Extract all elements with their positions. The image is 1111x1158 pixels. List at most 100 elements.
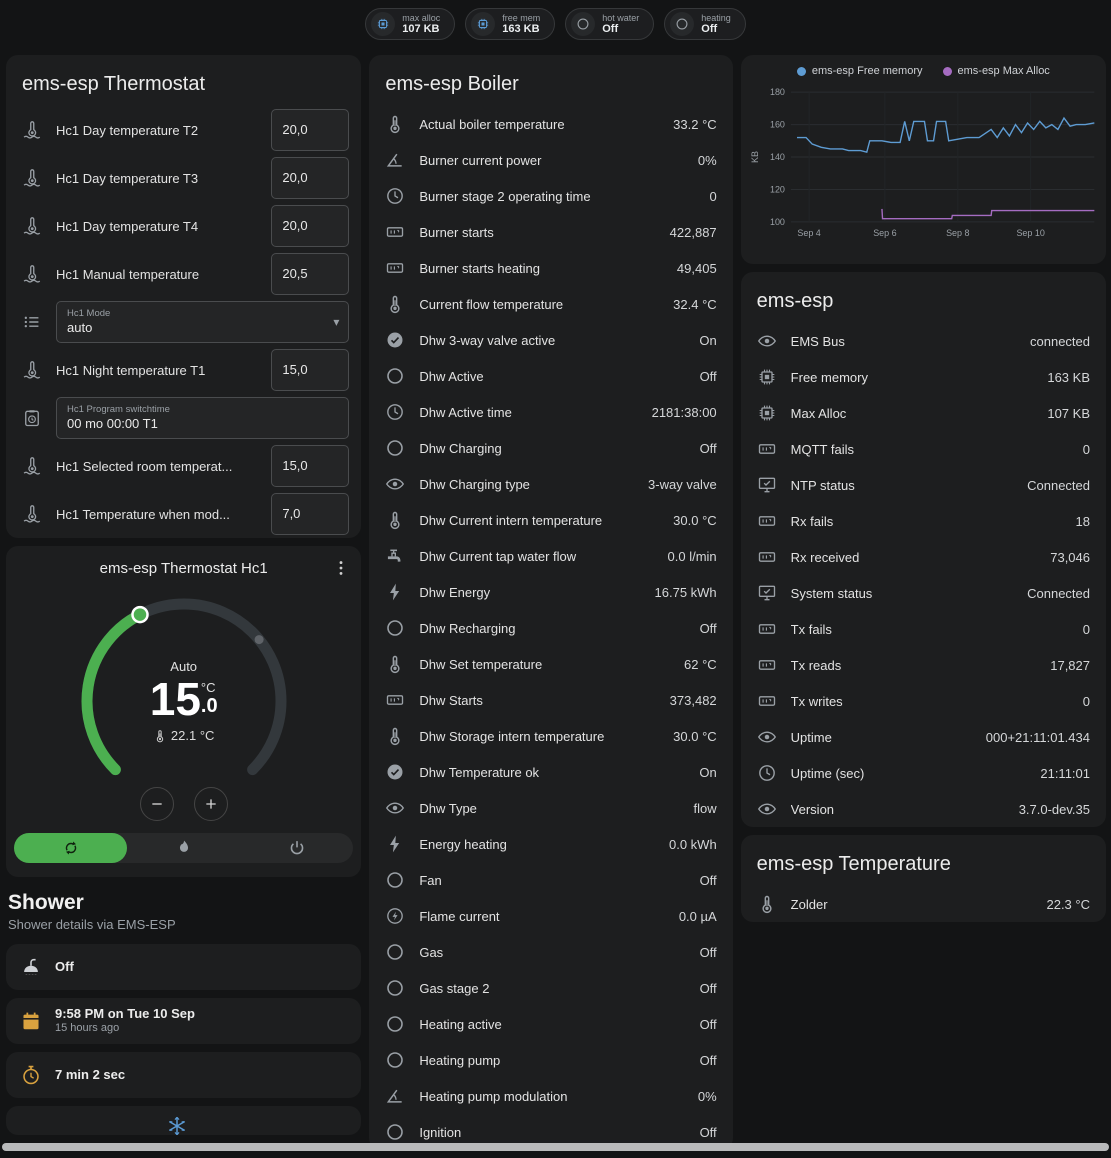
entity-value: 107 KB — [1047, 406, 1090, 421]
check-circle-icon — [385, 762, 405, 782]
decrease-temp-button[interactable] — [140, 787, 174, 821]
entity-row[interactable]: Gas stage 2 Off — [369, 970, 732, 1006]
entity-row[interactable]: Dhw Starts 373,482 — [369, 682, 732, 718]
entity-row[interactable]: Actual boiler temperature 33.2 °C — [369, 106, 732, 142]
counter-icon — [757, 619, 777, 639]
flash-icon — [385, 834, 405, 854]
entity-value: 16.75 kWh — [655, 585, 717, 600]
thermostat-dial[interactable] — [64, 581, 304, 821]
entity-row[interactable]: Dhw Active Off — [369, 358, 732, 394]
shower-tile[interactable]: 7 min 2 sec — [6, 1052, 361, 1098]
entity-row[interactable]: Burner starts heating 49,405 — [369, 250, 732, 286]
value-input[interactable]: Hc1 Manual temperature 20,5 — [271, 253, 349, 295]
chip-icon — [757, 367, 777, 387]
entity-row[interactable]: EMS Bus connected — [741, 323, 1106, 359]
chip-label: heating — [701, 13, 731, 23]
value-input[interactable]: Hc1 Temperature when mod... 7,0 — [271, 493, 349, 535]
increase-temp-button[interactable] — [194, 787, 228, 821]
entity-row[interactable]: Gas Off — [369, 934, 732, 970]
entity-label: Tx writes — [791, 694, 1069, 709]
entity-label: Dhw Starts — [419, 693, 655, 708]
entity-row[interactable]: NTP status Connected — [741, 467, 1106, 503]
status-chip[interactable]: max alloc 107 KB — [365, 8, 455, 40]
eye-icon — [385, 798, 405, 818]
entity-row[interactable]: Dhw Charging Off — [369, 430, 732, 466]
hvac-mode-button[interactable] — [240, 833, 353, 863]
card-title: ems-esp Thermostat Hc1 — [100, 560, 268, 577]
entity-row[interactable]: Zolder 22.3 °C — [741, 886, 1106, 922]
value-input[interactable]: Hc1 Night temperature T1 15,0 — [271, 349, 349, 391]
entity-row[interactable]: Max Alloc 107 KB — [741, 395, 1106, 431]
legend-item[interactable]: ems-esp Free memory — [797, 65, 923, 77]
entity-value: 0 — [1083, 442, 1090, 457]
value-input[interactable]: Hc1 Day temperature T3 20,0 — [271, 157, 349, 199]
entity-row[interactable]: Tx writes 0 — [741, 683, 1106, 719]
entity-row[interactable]: Dhw Energy 16.75 kWh — [369, 574, 732, 610]
top-status-bar: max alloc 107 KB free mem 163 KB hot wat… — [0, 0, 1111, 48]
dots-vertical-icon[interactable] — [331, 558, 351, 578]
entity-row[interactable]: Flame current 0.0 µA — [369, 898, 732, 934]
entity-row[interactable]: MQTT fails 0 — [741, 431, 1106, 467]
entity-row[interactable]: Dhw Storage intern temperature 30.0 °C — [369, 718, 732, 754]
hvac-mode-button[interactable] — [127, 833, 240, 863]
entity-row[interactable]: Dhw Charging type 3-way valve — [369, 466, 732, 502]
entity-row[interactable]: Heating pump modulation 0% — [369, 1078, 732, 1114]
entity-row[interactable]: Rx fails 18 — [741, 503, 1106, 539]
status-chip[interactable]: heating Off — [664, 8, 746, 40]
entity-label: Zolder — [791, 897, 1033, 912]
hvac-mode-button[interactable] — [14, 833, 127, 863]
value-input[interactable]: Hc1 Program switchtime 00 mo 00:00 T1 — [56, 397, 349, 439]
entity-label: Dhw Set temperature — [419, 657, 670, 672]
status-chip[interactable]: hot water Off — [565, 8, 654, 40]
angle-icon — [385, 1086, 405, 1106]
entity-value: 62 °C — [684, 657, 717, 672]
status-chip[interactable]: free mem 163 KB — [465, 8, 555, 40]
entity-row[interactable]: Dhw Active time 2181:38:00 — [369, 394, 732, 430]
hvac-mode-bar — [14, 833, 353, 863]
entity-row[interactable]: Free memory 163 KB — [741, 359, 1106, 395]
shower-tile[interactable]: 9:58 PM on Tue 10 Sep 15 hours ago — [6, 998, 361, 1044]
entity-row[interactable]: Heating pump Off — [369, 1042, 732, 1078]
thermostat-entity-row: Hc1 Temperature when mod... Hc1 Temperat… — [6, 490, 361, 538]
circle-icon — [385, 438, 405, 458]
thermostat-entity-row: Hc1 Day temperature T4 Hc1 Day temperatu… — [6, 202, 361, 250]
entity-row[interactable]: Dhw Recharging Off — [369, 610, 732, 646]
entity-row[interactable]: Dhw Set temperature 62 °C — [369, 646, 732, 682]
series-color-dot — [797, 67, 806, 76]
entity-row[interactable]: Heating active Off — [369, 1006, 732, 1042]
entity-row[interactable]: Uptime (sec) 21:11:01 — [741, 755, 1106, 791]
horizontal-scrollbar[interactable] — [2, 1143, 1109, 1151]
value-input[interactable]: Hc1 Day temperature T2 20,0 — [271, 109, 349, 151]
entity-label: Tx fails — [791, 622, 1069, 637]
counter-icon — [757, 547, 777, 567]
entity-row[interactable]: Burner starts 422,887 — [369, 214, 732, 250]
value-input[interactable]: Hc1 Mode auto — [56, 301, 349, 343]
entity-row[interactable]: Fan Off — [369, 862, 732, 898]
monitor-check-icon — [757, 583, 777, 603]
water-thermometer-icon — [22, 504, 42, 524]
legend-item[interactable]: ems-esp Max Alloc — [943, 65, 1050, 77]
entity-value: 422,887 — [670, 225, 717, 240]
entity-row[interactable]: Dhw Type flow — [369, 790, 732, 826]
entity-row[interactable]: Uptime 000+21:11:01.434 — [741, 719, 1106, 755]
emsesp-card: ems-esp EMS Bus connected Free memory 16… — [741, 272, 1106, 827]
entity-row[interactable]: Rx received 73,046 — [741, 539, 1106, 575]
shower-tile[interactable]: Off — [6, 944, 361, 990]
entity-row[interactable]: Tx reads 17,827 — [741, 647, 1106, 683]
entity-row[interactable]: Burner stage 2 operating time 0 — [369, 178, 732, 214]
entity-row[interactable]: Dhw 3-way valve active On — [369, 322, 732, 358]
entity-row[interactable]: Energy heating 0.0 kWh — [369, 826, 732, 862]
shower-tile[interactable] — [6, 1106, 361, 1135]
value-input[interactable]: Hc1 Selected room temperat... 15,0 — [271, 445, 349, 487]
entity-row[interactable]: Tx fails 0 — [741, 611, 1106, 647]
entity-row[interactable]: Dhw Current intern temperature 30.0 °C — [369, 502, 732, 538]
entity-row[interactable]: System status Connected — [741, 575, 1106, 611]
entity-row[interactable]: Dhw Temperature ok On — [369, 754, 732, 790]
entity-row[interactable]: Burner current power 0% — [369, 142, 732, 178]
eye-icon — [757, 799, 777, 819]
entity-row[interactable]: Dhw Current tap water flow 0.0 l/min — [369, 538, 732, 574]
entity-row[interactable]: Current flow temperature 32.4 °C — [369, 286, 732, 322]
value-input[interactable]: Hc1 Day temperature T4 20,0 — [271, 205, 349, 247]
entity-row[interactable]: Version 3.7.0-dev.35 — [741, 791, 1106, 827]
